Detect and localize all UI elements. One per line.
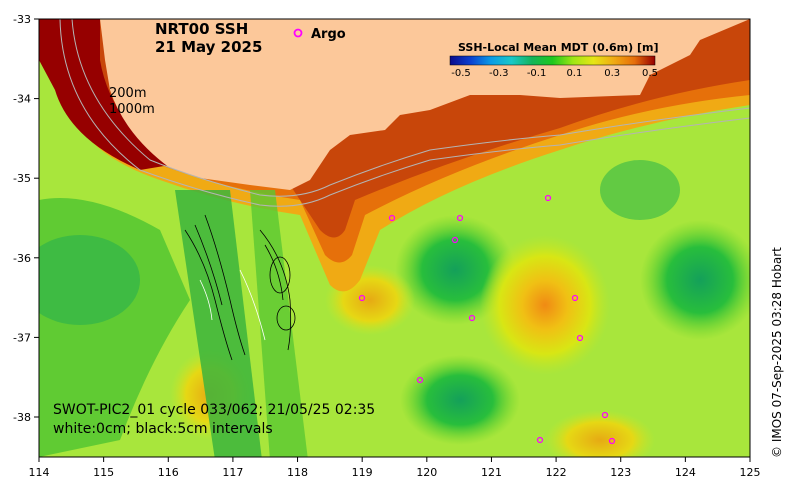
- warm-eddy-main: [480, 235, 610, 375]
- map-date: 21 May 2025: [155, 38, 262, 56]
- plot-frame: [38, 18, 751, 458]
- argo-legend-marker: [293, 28, 303, 38]
- swot-note-line2: white:0cm; black:5cm intervals: [53, 421, 273, 437]
- x-tick-label: 119: [352, 466, 373, 479]
- x-tick-label: 122: [546, 466, 567, 479]
- cold-patch-ne: [600, 160, 680, 220]
- x-tick-label: 114: [29, 466, 50, 479]
- x-axis: 114 115 116 117 118 119 120 121 122 123 124 125: [29, 457, 761, 479]
- colorbar-tick-label: -0.3: [489, 68, 509, 79]
- swot-swath: [175, 190, 308, 457]
- colorbar-ticks: -0.5 -0.3 -0.1 0.1 0.3 0.5: [451, 68, 658, 79]
- y-axis: -33 -34 -35 -36 -37 -38: [13, 13, 39, 424]
- y-tick-label: -33: [13, 13, 31, 26]
- x-tick-label: 123: [610, 466, 631, 479]
- y-tick-label: -36: [13, 252, 31, 265]
- y-tick-label: -34: [13, 93, 31, 106]
- colorbar-tick-label: 0.5: [642, 68, 658, 79]
- map-title: NRT00 SSH: [155, 20, 248, 38]
- x-tick-label: 125: [740, 466, 761, 479]
- credit-text: © IMOS 07-Sep-2025 03:28 Hobart: [770, 247, 784, 458]
- colorbar-ramp: [449, 55, 656, 66]
- isobath-200m: [71, 19, 750, 197]
- colorbar-tick-label: -0.1: [527, 68, 547, 79]
- ssh-low-west-core: [39, 235, 140, 325]
- cold-eddy-south: [400, 355, 520, 445]
- colorbar-tick-label: 0.3: [604, 68, 620, 79]
- swot-note-line1: SWOT-PIC2_01 cycle 033/062; 21/05/25 02:…: [53, 402, 375, 418]
- isobath-label-200m: 200m: [109, 86, 146, 101]
- x-tick-label: 115: [93, 466, 114, 479]
- colorbar: SSH-Local Mean MDT (0.6m) [m] -0.5 -0.3 -0…: [449, 41, 658, 79]
- colorbar-tick-label: 0.1: [566, 68, 582, 79]
- map-field: [39, 19, 750, 457]
- cold-eddy-east: [640, 220, 750, 340]
- isobath-label-1000m: 1000m: [109, 102, 155, 117]
- coastal-max-nw: [39, 19, 170, 170]
- isobath-1000m: [59, 19, 750, 207]
- x-tick-label: 124: [675, 466, 696, 479]
- x-tick-label: 118: [287, 466, 308, 479]
- x-tick-label: 117: [222, 466, 243, 479]
- x-tick-label: 120: [416, 466, 437, 479]
- colorbar-title: SSH-Local Mean MDT (0.6m) [m]: [458, 41, 658, 54]
- argo-legend-label: Argo: [311, 27, 346, 42]
- x-tick-label: 121: [481, 466, 502, 479]
- warm-eddy-s: [545, 410, 655, 457]
- y-tick-label: -38: [13, 411, 31, 424]
- y-tick-label: -37: [13, 331, 31, 344]
- colorbar-tick-label: -0.5: [451, 68, 471, 79]
- y-tick-label: -35: [13, 172, 31, 185]
- argo-floats: [358, 194, 616, 445]
- x-tick-label: 116: [158, 466, 179, 479]
